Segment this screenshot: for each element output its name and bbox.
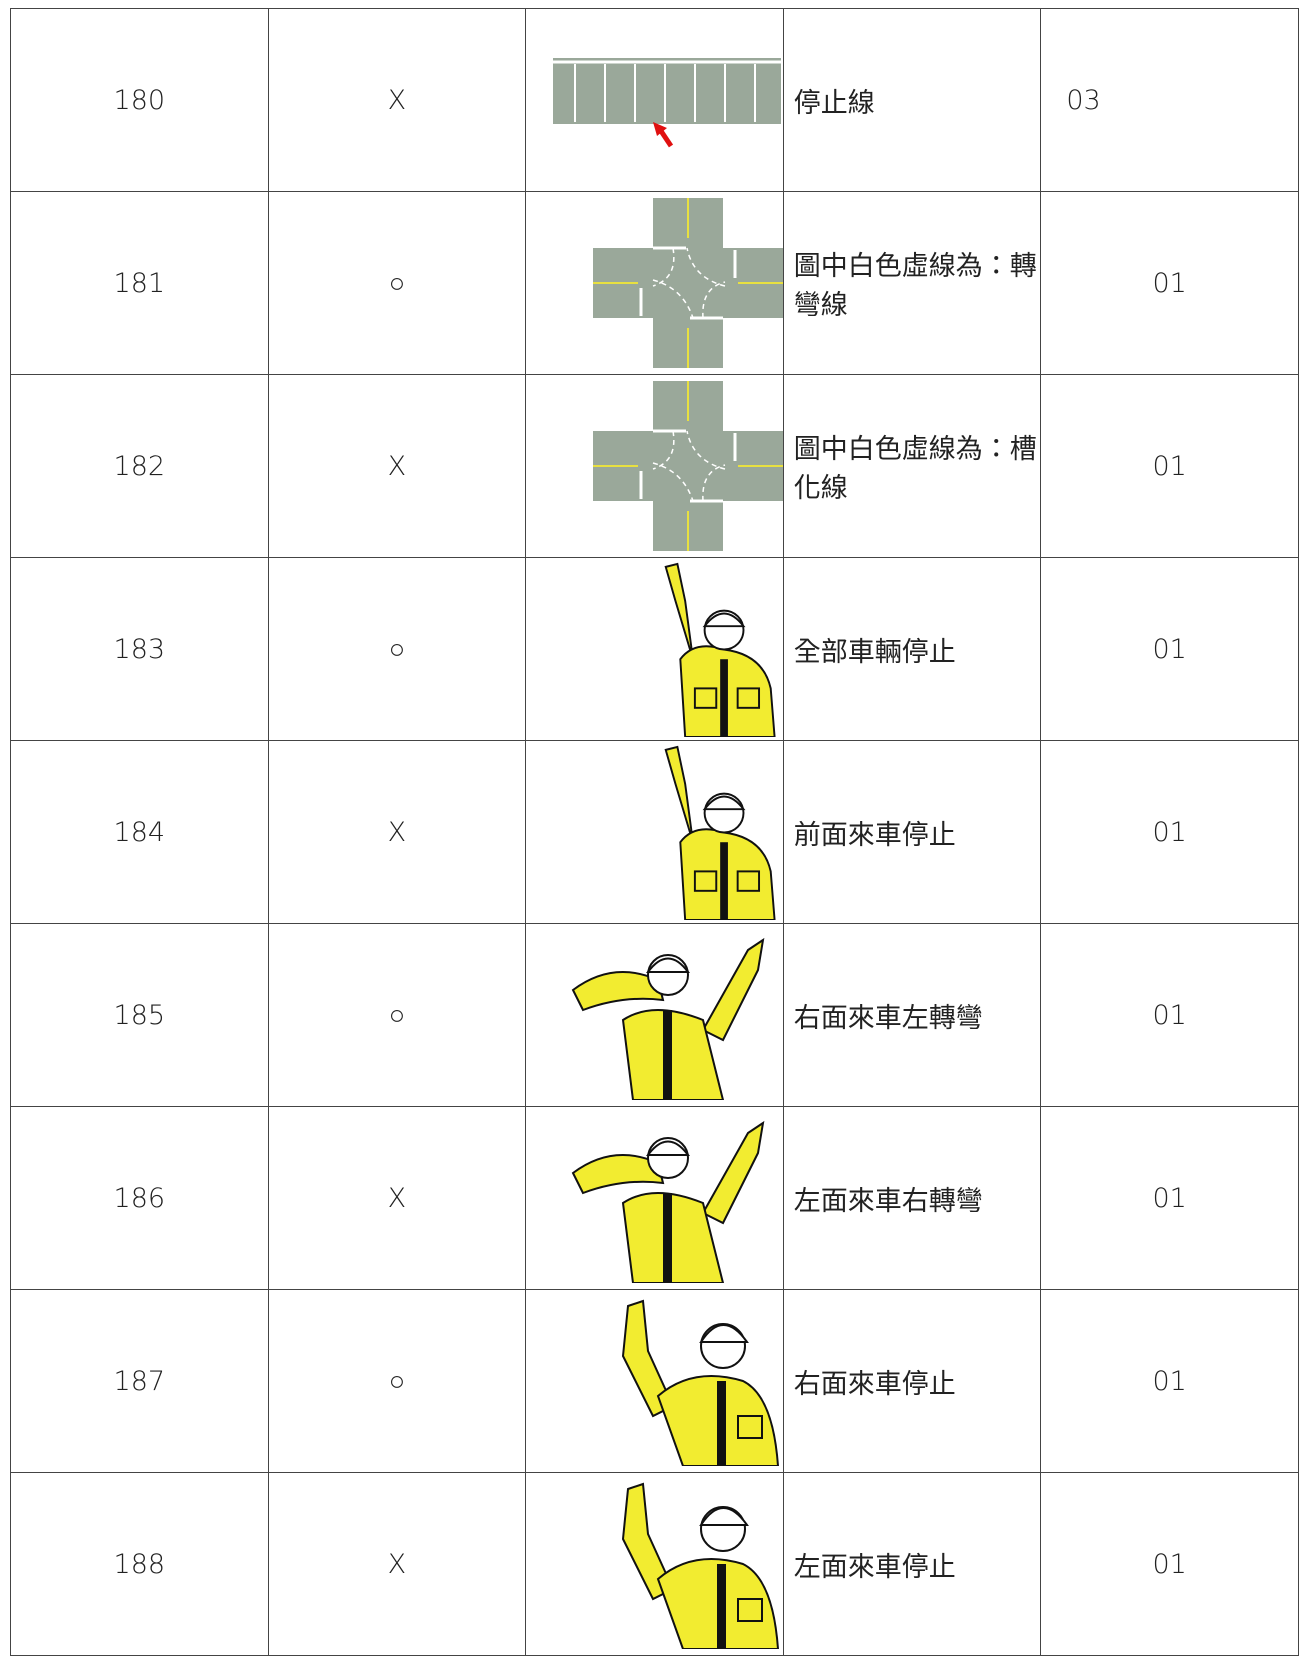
category-code: 01 — [1040, 1106, 1299, 1290]
answer: X — [267, 1106, 527, 1290]
illustration-cell — [525, 923, 784, 1107]
question-number: 183 — [10, 557, 269, 741]
answer: ○ — [267, 1289, 527, 1473]
answer: X — [267, 8, 527, 192]
illustration — [592, 198, 783, 368]
illustration-cell — [525, 1289, 784, 1473]
question-number: 185 — [10, 923, 269, 1107]
description: 圖中白色虛線為：槽化線 — [782, 374, 1042, 558]
illustration-cell — [525, 8, 784, 192]
category-code: 01 — [1040, 1472, 1299, 1656]
question-number: 184 — [10, 740, 269, 924]
description: 右面來車左轉彎 — [782, 923, 1042, 1107]
table-body: 180 X 停止線 03 181 ○ 圖中白色虛線為：轉彎線 01 182 X 圖中白色虛線為：槽化… — [10, 8, 1299, 1656]
table-row: 187 ○ 右面來車停止 01 — [10, 1289, 1299, 1473]
question-number: 182 — [10, 374, 269, 558]
category-code: 01 — [1040, 740, 1299, 924]
illustration — [571, 1122, 764, 1283]
table-row: 185 ○ 右面來車左轉彎 01 — [10, 923, 1299, 1107]
question-number: 186 — [10, 1106, 269, 1290]
illustration — [592, 381, 783, 551]
table-row: 186 X 左面來車右轉彎 01 — [10, 1106, 1299, 1290]
description: 前面來車停止 — [782, 740, 1042, 924]
category-code: 03 — [1040, 8, 1299, 192]
table-row: 188 X 左面來車停止 01 — [10, 1472, 1299, 1656]
answer: ○ — [267, 191, 527, 375]
table-row: 183 ○ 全部車輛停止 01 — [10, 557, 1299, 741]
illustration — [553, 50, 783, 150]
description: 右面來車停止 — [782, 1289, 1042, 1473]
illustration — [621, 1483, 779, 1649]
answer: ○ — [267, 557, 527, 741]
category-code: 01 — [1040, 1289, 1299, 1473]
category-code: 01 — [1040, 557, 1299, 741]
category-code: 01 — [1040, 374, 1299, 558]
illustration — [571, 939, 764, 1100]
category-code: 01 — [1040, 191, 1299, 375]
answer: X — [267, 1472, 527, 1656]
table-row: 184 X 前面來車停止 01 — [10, 740, 1299, 924]
answer: X — [267, 740, 527, 924]
description: 左面來車右轉彎 — [782, 1106, 1042, 1290]
illustration-cell — [525, 191, 784, 375]
description: 全部車輛停止 — [782, 557, 1042, 741]
description: 左面來車停止 — [782, 1472, 1042, 1656]
illustration-cell — [525, 740, 784, 924]
description: 停止線 — [782, 8, 1042, 192]
illustration-cell — [525, 374, 784, 558]
description: 圖中白色虛線為：轉彎線 — [782, 191, 1042, 375]
answer: ○ — [267, 923, 527, 1107]
illustration — [621, 1300, 779, 1466]
table-row: 181 ○ 圖中白色虛線為：轉彎線 01 — [10, 191, 1299, 375]
question-number: 180 — [10, 8, 269, 192]
question-number: 187 — [10, 1289, 269, 1473]
illustration-cell — [525, 1106, 784, 1290]
answer: X — [267, 374, 527, 558]
illustration — [665, 745, 776, 920]
table-row: 182 X 圖中白色虛線為：槽化線 01 — [10, 374, 1299, 558]
question-number: 188 — [10, 1472, 269, 1656]
question-number: 181 — [10, 191, 269, 375]
illustration-cell — [525, 1472, 784, 1656]
category-code: 01 — [1040, 923, 1299, 1107]
answer-table: 180 X 停止線 03 181 ○ 圖中白色虛線為：轉彎線 01 182 X 圖中白色虛線為：槽化… — [10, 8, 1299, 1656]
illustration — [665, 562, 776, 737]
illustration-cell — [525, 557, 784, 741]
table-row: 180 X 停止線 03 — [10, 8, 1299, 192]
